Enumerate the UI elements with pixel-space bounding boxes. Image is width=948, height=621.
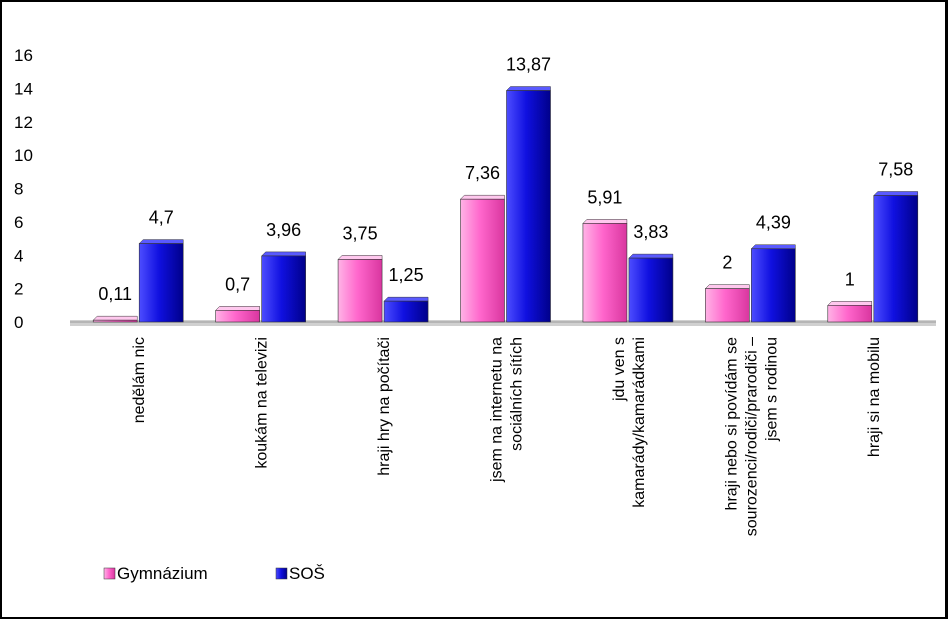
value-label: 1,25 — [389, 265, 424, 285]
category-label: jsem na internetu na sociálních sítích — [489, 337, 526, 483]
category-label-line: koukám na televizi — [254, 337, 271, 469]
bar-top-0-0 — [92, 315, 138, 321]
bar-gymnazium-3 — [460, 198, 505, 323]
bar-top-0-3 — [459, 194, 505, 200]
category-label: hraji si na mobilu — [866, 337, 883, 457]
value-label: 3,75 — [343, 223, 378, 243]
category-label-line: kamarády/kamarádkami — [631, 337, 648, 508]
y-tick-label: 10 — [14, 146, 33, 165]
value-label: 0,7 — [225, 274, 250, 294]
bar-sos-0 — [138, 243, 184, 323]
bar-top-1-0 — [138, 239, 184, 244]
bars — [92, 86, 919, 323]
value-label: 2 — [722, 253, 732, 273]
y-tick-label: 2 — [14, 280, 23, 299]
y-tick-label: 6 — [14, 213, 23, 232]
value-label: 3,96 — [266, 220, 301, 240]
bar-top-1-5 — [750, 244, 796, 249]
value-label: 3,83 — [633, 222, 668, 242]
value-label: 4,7 — [149, 208, 174, 228]
category-label-line: jdu ven s — [611, 337, 628, 402]
category-label: jdu ven s kamarády/kamarádkami — [611, 337, 648, 508]
value-label: 5,91 — [587, 187, 622, 207]
legend-label: SOŠ — [289, 564, 325, 583]
bar-gymnazium-6 — [827, 305, 873, 323]
bar-sos-4 — [628, 257, 674, 323]
chart-floor-plane — [70, 320, 936, 326]
category-labels: nedělám nic koukám na televizi hraji hry n… — [131, 337, 883, 536]
bar-sos-5 — [751, 248, 796, 323]
y-tick-label: 16 — [14, 46, 33, 65]
y-tick-label: 14 — [14, 79, 33, 98]
category-label: koukám na televizi — [254, 337, 271, 469]
legend: Gymnázium SOŠ — [103, 564, 325, 583]
category-label-line: sourozenci/rodiči/prarodiči – — [743, 337, 760, 536]
category-label-line: hraji si na mobilu — [866, 337, 883, 457]
category-label: nedělám nic — [131, 337, 148, 423]
value-label: 1 — [845, 269, 855, 289]
value-label: 7,36 — [465, 163, 500, 183]
bar-top-1-4 — [628, 253, 674, 259]
bar-gymnazium-2 — [337, 259, 383, 323]
bar-top-0-1 — [215, 306, 260, 311]
bar-sos-6 — [873, 195, 919, 323]
bar-top-1-1 — [261, 251, 306, 257]
bar-gymnazium-0 — [92, 319, 138, 323]
y-axis-ticks: 0 2 4 6 8 10 12 14 16 — [14, 46, 33, 332]
value-label: 7,58 — [878, 160, 913, 180]
bar-gymnazium-4 — [582, 223, 628, 323]
legend-swatch — [103, 567, 116, 580]
value-label: 13,87 — [506, 55, 551, 75]
category-label-line: jsem s rodinou — [763, 337, 780, 442]
y-tick-label: 12 — [14, 113, 33, 132]
bar-top-0-6 — [827, 301, 873, 306]
category-label: hraji hry na počítači — [376, 337, 393, 476]
y-tick-label: 8 — [14, 180, 23, 199]
y-tick-label: 0 — [14, 313, 23, 332]
category-label-line: nedělám nic — [131, 337, 148, 423]
bar-top-1-3 — [505, 86, 551, 91]
category-label-line: sociálních sítích — [509, 337, 526, 451]
y-tick-label: 4 — [14, 246, 23, 265]
bar-top-1-6 — [873, 191, 919, 196]
bar-top-1-2 — [383, 296, 429, 302]
category-label-line: hraji nebo si povídám se — [723, 337, 740, 511]
category-label: hraji nebo si povídám se sourozenci/rodič… — [723, 337, 780, 536]
value-labels: 0,11 0,7 3,75 7,36 5,91 2 1 4,7 3,96 1,25 13,87 3,8… — [98, 55, 913, 305]
value-label: 0,11 — [98, 284, 132, 304]
bar-top-0-2 — [337, 255, 383, 260]
value-label: 4,39 — [756, 213, 791, 233]
category-label-line: hraji hry na počítači — [376, 337, 393, 476]
bar-sos-1 — [261, 255, 306, 323]
bar-gymnazium-1 — [215, 310, 260, 323]
bar-top-0-4 — [582, 219, 628, 224]
bar-top-0-5 — [704, 284, 750, 289]
bar-sos-2 — [383, 300, 429, 323]
category-label-line: jsem na internetu na — [489, 337, 506, 483]
legend-label: Gymnázium — [117, 564, 208, 583]
legend-swatch — [275, 567, 288, 580]
bar-sos-3 — [506, 90, 551, 323]
bar-gymnazium-5 — [705, 288, 750, 323]
